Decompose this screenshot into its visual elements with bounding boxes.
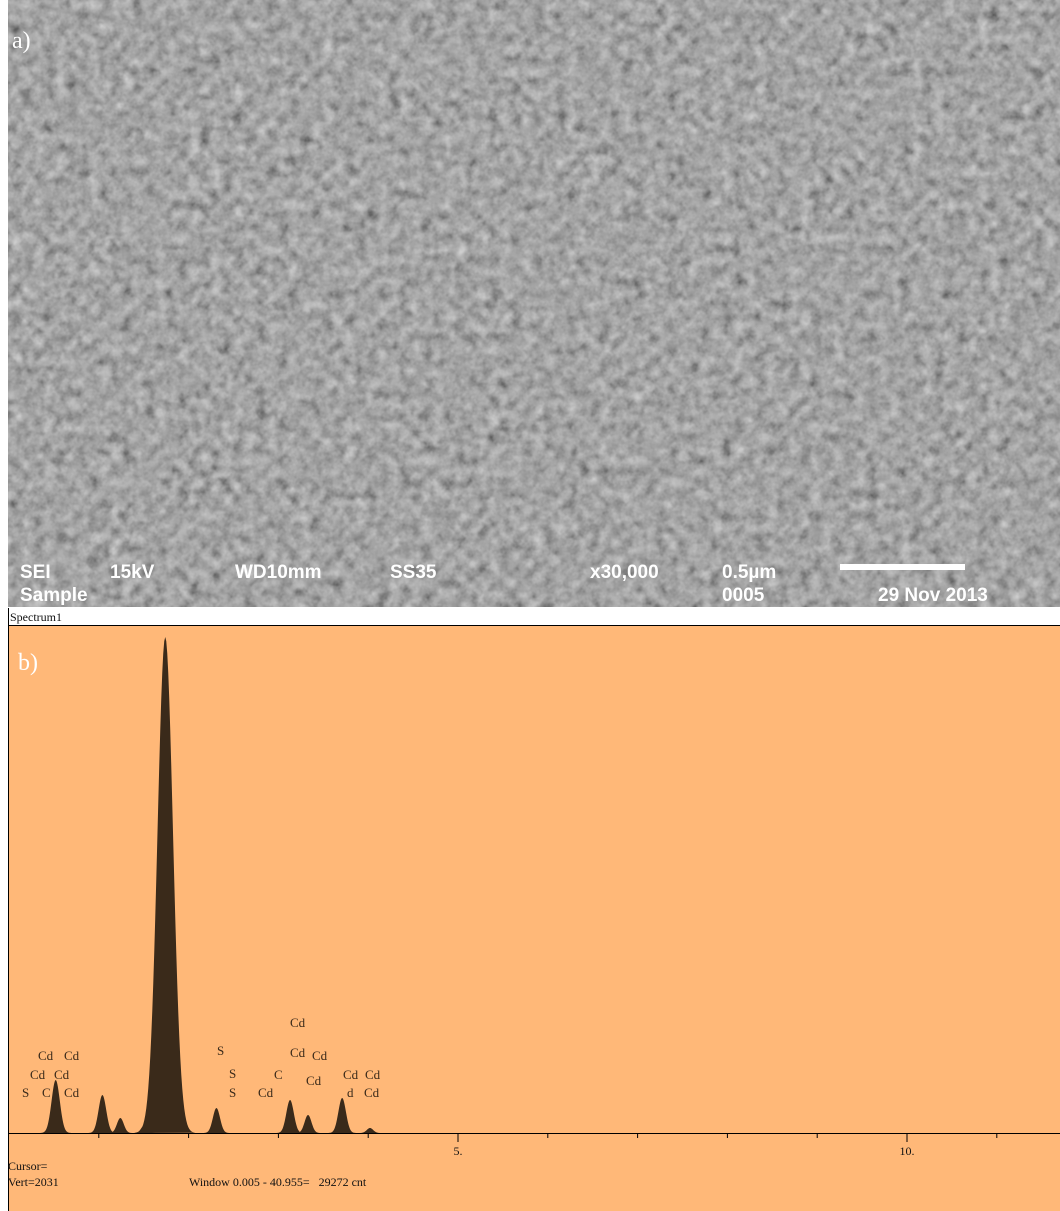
sem-info: WD10mm <box>235 562 322 583</box>
peak-label: C <box>274 1067 283 1082</box>
cursor: Cursor= <box>8 1159 48 1173</box>
peak-label: Cd <box>258 1085 274 1100</box>
sem-image <box>8 0 1060 607</box>
x-tick-label: 10. <box>900 1144 915 1158</box>
window: Window 0.005 - 40.955= 29272 cnt <box>189 1175 367 1189</box>
peak-label: Cd <box>64 1048 80 1063</box>
figure: a) SEI 15kV WD10mm SS35 x30,000 0.5µm Sa… <box>0 0 1060 1211</box>
vert: Vert=2031 <box>8 1175 59 1189</box>
sem-info: SS35 <box>390 562 437 583</box>
spectrum-title: Spectrum1 <box>10 610 62 624</box>
sem-info: 15kV <box>110 562 155 583</box>
peak-label: S <box>217 1043 224 1058</box>
peak-label: Cd <box>290 1045 306 1060</box>
peak-label: Cd <box>364 1085 380 1100</box>
sem-info: 0.5µm <box>722 562 776 583</box>
peak-label: Cd <box>54 1067 70 1082</box>
image-number: 0005 <box>722 585 765 606</box>
peak-label: C <box>42 1085 51 1100</box>
sem-info: SEI <box>20 562 51 583</box>
peak-label: Cd <box>343 1067 359 1082</box>
peak-label: Cd <box>30 1067 46 1082</box>
sample-label: Sample <box>20 585 88 606</box>
peak-label: Cd <box>306 1073 322 1088</box>
date: 29 Nov 2013 <box>878 585 988 606</box>
scale-bar <box>840 564 965 570</box>
peak-label: Cd <box>290 1015 306 1030</box>
peak-label: Cd <box>312 1048 328 1063</box>
panel-label: a) <box>12 28 31 54</box>
peak-label: Cd <box>38 1048 54 1063</box>
peak-label: S <box>229 1066 236 1081</box>
panel-label: b) <box>18 650 38 676</box>
spectrum-header <box>8 608 1060 626</box>
sem-info: x30,000 <box>590 562 659 583</box>
x-tick-label: 5. <box>454 1144 463 1158</box>
peak-label: Cd <box>64 1085 80 1100</box>
peak-label: d <box>347 1085 354 1100</box>
peak-label: Cd <box>365 1067 381 1082</box>
peak-label: S <box>229 1085 236 1100</box>
peak-label: S <box>22 1085 29 1100</box>
